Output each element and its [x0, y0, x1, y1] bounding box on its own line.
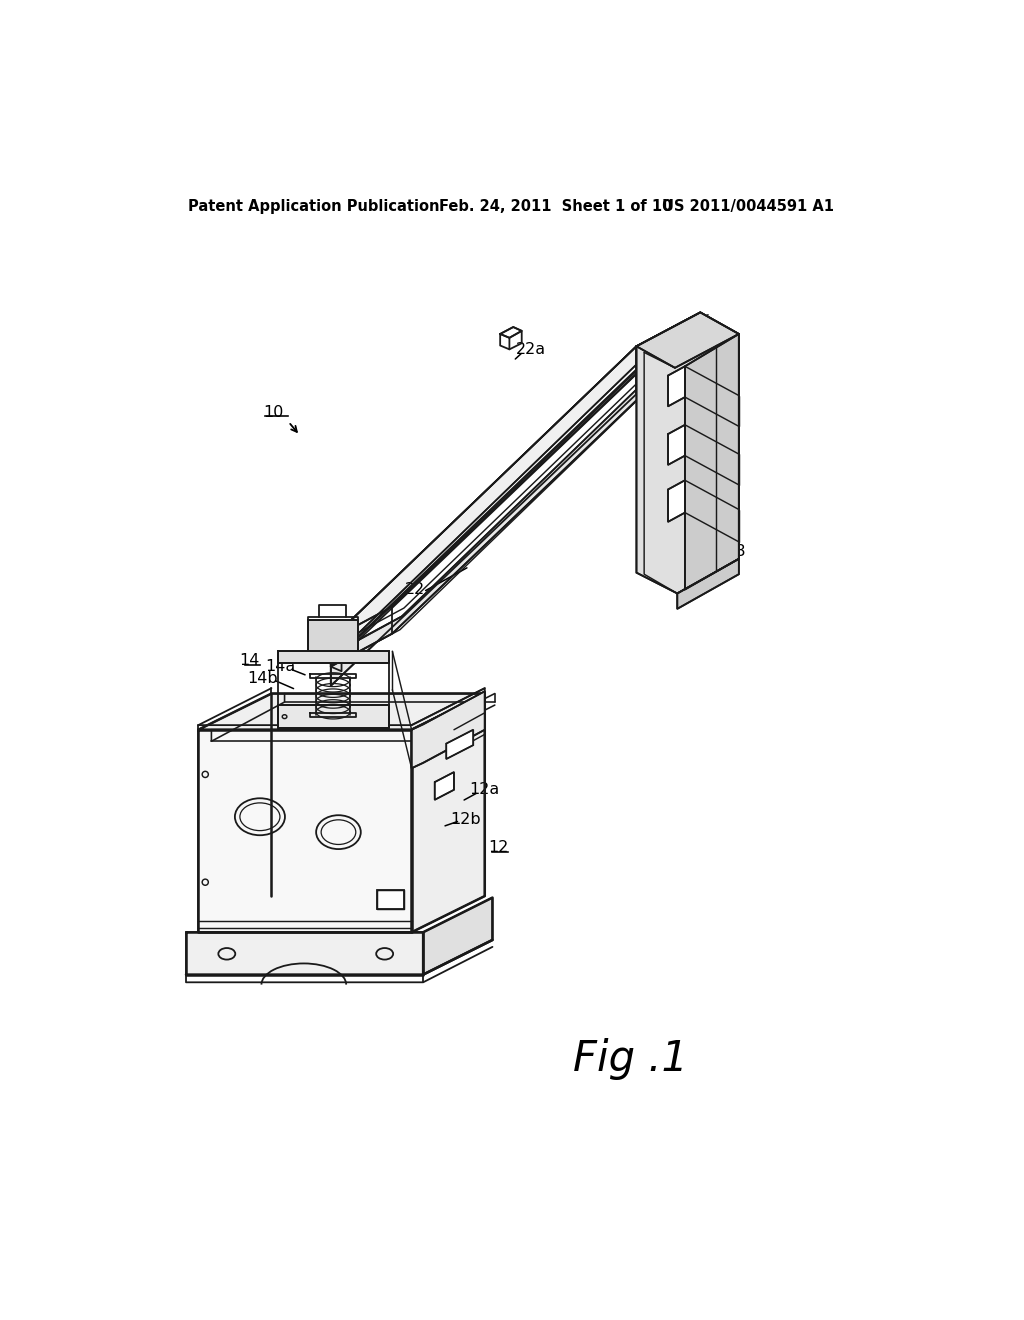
Text: 12: 12 — [488, 840, 509, 855]
Text: 10: 10 — [263, 405, 284, 420]
Text: 16: 16 — [205, 940, 225, 956]
Polygon shape — [279, 651, 388, 663]
Text: Feb. 24, 2011  Sheet 1 of 10: Feb. 24, 2011 Sheet 1 of 10 — [438, 198, 672, 214]
Polygon shape — [668, 367, 685, 407]
Polygon shape — [331, 371, 637, 686]
Polygon shape — [186, 932, 423, 974]
Polygon shape — [331, 346, 637, 663]
Text: 12b: 12b — [451, 812, 481, 826]
Polygon shape — [500, 327, 521, 338]
Text: Fig .1: Fig .1 — [573, 1039, 688, 1080]
Polygon shape — [279, 705, 388, 729]
Polygon shape — [412, 693, 484, 932]
Polygon shape — [446, 730, 473, 759]
Polygon shape — [342, 323, 705, 649]
Polygon shape — [637, 313, 739, 368]
Text: 14: 14 — [240, 653, 260, 668]
Polygon shape — [322, 630, 331, 649]
Text: 22a: 22a — [516, 342, 546, 356]
Text: 14a: 14a — [265, 659, 296, 675]
Polygon shape — [307, 620, 357, 651]
Polygon shape — [668, 480, 685, 521]
Polygon shape — [637, 313, 739, 594]
Polygon shape — [685, 334, 739, 590]
Text: Patent Application Publication: Patent Application Publication — [188, 198, 440, 214]
Text: US 2011/0044591 A1: US 2011/0044591 A1 — [662, 198, 834, 214]
Text: 14b: 14b — [248, 671, 279, 685]
Text: 18: 18 — [725, 544, 745, 558]
Polygon shape — [668, 425, 685, 465]
Polygon shape — [412, 692, 484, 768]
Polygon shape — [199, 693, 484, 730]
Polygon shape — [331, 339, 700, 667]
Text: 22: 22 — [406, 582, 426, 597]
Polygon shape — [423, 898, 493, 974]
Polygon shape — [377, 890, 403, 909]
Polygon shape — [435, 772, 454, 800]
Polygon shape — [199, 730, 412, 932]
Polygon shape — [677, 558, 739, 609]
Text: 12a: 12a — [470, 783, 500, 797]
Polygon shape — [331, 313, 700, 640]
